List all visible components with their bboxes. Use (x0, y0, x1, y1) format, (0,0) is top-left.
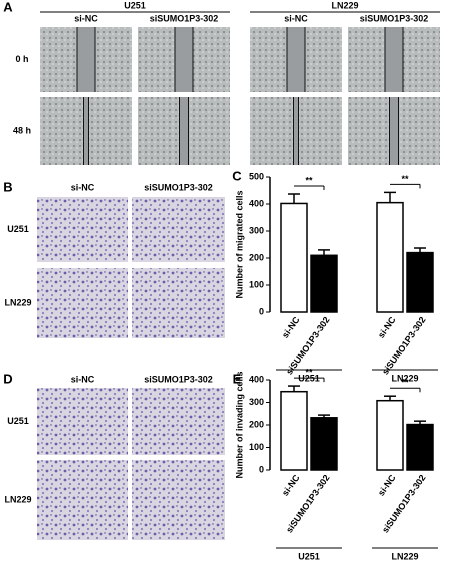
micrograph (132, 197, 225, 262)
label: U251 (298, 551, 320, 561)
label: si-NC (74, 13, 98, 23)
label: siSUMO1P3-302 (360, 13, 429, 23)
micrograph (37, 460, 128, 540)
bar (376, 201, 404, 313)
micrograph (132, 460, 225, 540)
wound-gap (385, 27, 403, 92)
wound-gap (179, 97, 189, 165)
label: U251 (124, 0, 146, 10)
wound-gap (293, 97, 299, 165)
bar (376, 399, 404, 471)
micrograph (37, 197, 128, 262)
y-axis-label: Number of invading cells (234, 371, 244, 478)
wound-gap (389, 97, 399, 165)
label: siSUMO1P3-302 (144, 182, 213, 192)
label: siSUMO1P3-302 (150, 13, 219, 23)
label: LN229 (391, 551, 418, 561)
micrograph (37, 268, 128, 338)
label: A (3, 0, 13, 14)
bar (406, 423, 434, 471)
y-tick-label: 0 (259, 464, 264, 474)
label: E (233, 371, 242, 386)
y-tick-label: 200 (249, 419, 264, 429)
y-tick-label: 400 (249, 374, 264, 384)
label: 48 h (13, 125, 31, 135)
bar (406, 251, 434, 313)
label: si-NC (284, 13, 308, 23)
bar (310, 254, 338, 313)
wound-gap (83, 97, 89, 165)
y-tick-label: 300 (249, 225, 264, 235)
y-tick-label: 200 (249, 252, 264, 262)
wound-gap (287, 27, 305, 92)
bar (280, 390, 308, 471)
label: si-NC (71, 374, 95, 384)
label: LN229 (4, 297, 31, 307)
label: ** (305, 175, 313, 185)
y-tick-label: 100 (249, 279, 264, 289)
micrograph (132, 388, 225, 455)
label: C (232, 168, 242, 183)
y-tick-label: 500 (249, 171, 264, 181)
label: 0 h (15, 54, 28, 64)
micrograph (132, 268, 225, 338)
label: ** (401, 378, 409, 388)
label: LN229 (331, 0, 358, 10)
y-axis-label: Number of migrated cells (234, 190, 244, 298)
bar (280, 202, 308, 313)
micrograph (37, 388, 128, 455)
y-tick-label: 400 (249, 198, 264, 208)
y-tick-label: 300 (249, 397, 264, 407)
label: ** (401, 174, 409, 184)
x-tick-label: si-NC (280, 314, 302, 339)
label: D (3, 371, 12, 386)
label: LN229 (391, 373, 418, 383)
x-tick-label: si-NC (280, 472, 302, 497)
label: siSUMO1P3-302 (144, 374, 213, 384)
label: si-NC (71, 182, 95, 192)
wound-gap (77, 27, 95, 92)
label: B (3, 179, 12, 194)
y-tick-label: 0 (259, 306, 264, 316)
label: LN229 (4, 494, 31, 504)
x-tick-label: si-NC (376, 314, 398, 339)
bar (310, 417, 338, 471)
y-tick-label: 100 (249, 442, 264, 452)
wound-gap (175, 27, 193, 92)
x-tick-label: si-NC (376, 472, 398, 497)
label: U251 (7, 416, 29, 426)
label: ** (305, 367, 313, 377)
label: U251 (7, 224, 29, 234)
